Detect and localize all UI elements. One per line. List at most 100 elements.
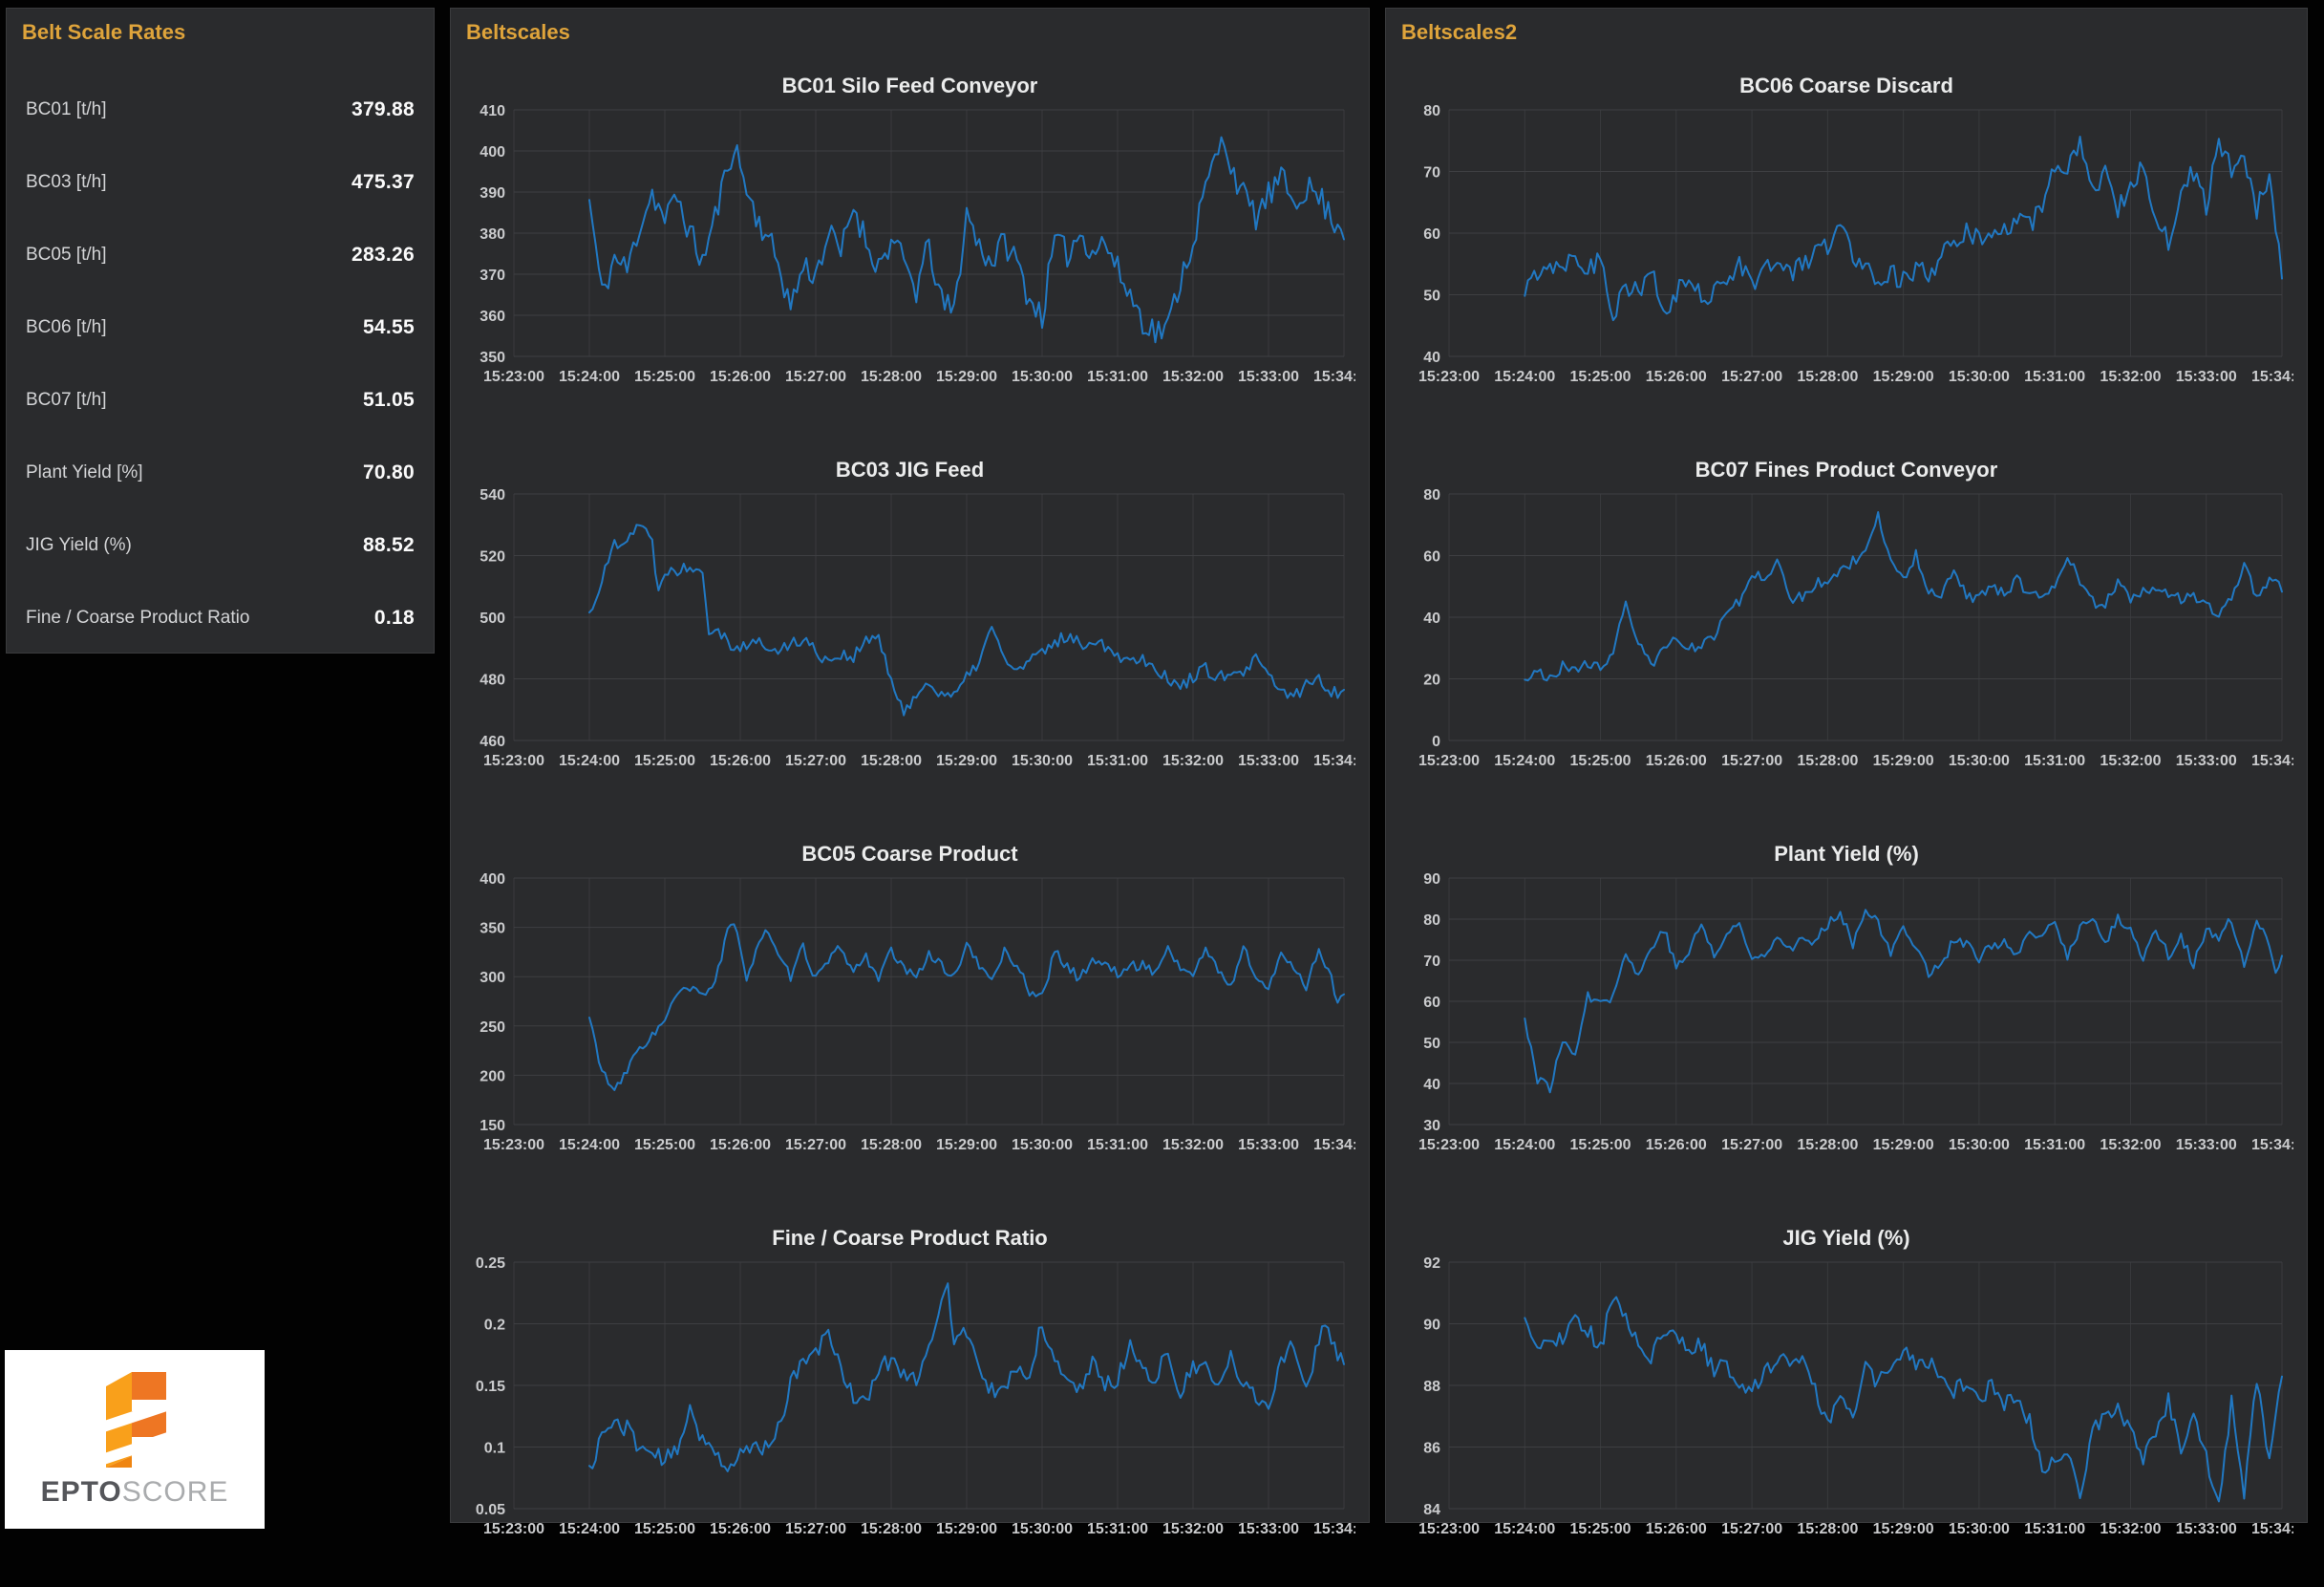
chart-title: BC03 JIG Feed [835,458,985,482]
svg-text:15:30:00: 15:30:00 [1012,753,1073,769]
stat-value: 88.52 [362,534,415,556]
chart-bc01-silo-feed-conveyor: BC01 Silo Feed Conveyor 15:23:00 15:24:00… [451,51,1369,435]
svg-text:15:23:00: 15:23:00 [1418,1137,1480,1153]
svg-text:84: 84 [1423,1502,1440,1518]
svg-text:15:28:00: 15:28:00 [1797,1137,1858,1153]
svg-text:15:30:00: 15:30:00 [1012,1521,1073,1537]
panel-title-belt-scale-rates[interactable]: Belt Scale Rates [22,20,186,44]
chart-canvas-plant-yield[interactable]: 15:23:00 15:24:00 15:25:00 15:26:00 15:27:00… [1399,869,2293,1176]
svg-text:350: 350 [480,350,505,366]
svg-text:15:25:00: 15:25:00 [634,1521,695,1537]
svg-text:15:33:00: 15:33:00 [2176,369,2237,385]
svg-text:0.25: 0.25 [476,1255,505,1272]
eptoscore-logo-card: EPTOSCORE [5,1350,265,1529]
svg-text:15:23:00: 15:23:00 [483,1521,544,1537]
svg-text:15:27:00: 15:27:00 [1721,369,1782,385]
svg-text:15:23:00: 15:23:00 [483,1137,544,1153]
stat-label: Fine / Coarse Product Ratio [26,608,250,628]
svg-text:15:28:00: 15:28:00 [1797,369,1858,385]
svg-text:15:32:00: 15:32:00 [1162,369,1224,385]
svg-text:86: 86 [1423,1441,1440,1457]
svg-text:15:23:00: 15:23:00 [1418,753,1480,769]
svg-text:200: 200 [480,1068,505,1084]
svg-text:15:31:00: 15:31:00 [2024,1137,2085,1153]
svg-text:15:31:00: 15:31:00 [2024,753,2085,769]
beltscales2-panel: Beltscales2 BC06 Coarse Discard 15:23:00… [1385,8,2308,1537]
panel-title-beltscales2[interactable]: Beltscales2 [1401,20,1518,44]
chart-canvas-bc03[interactable]: 15:23:00 15:24:00 15:25:00 15:26:00 15:27:00… [464,484,1355,792]
stat-row-bc06: BC06 [t/h] 54.55 [16,291,424,364]
chart-canvas-bc06[interactable]: 15:23:00 15:24:00 15:25:00 15:26:00 15:27:00… [1399,100,2293,408]
brand-epto: EPTO [40,1476,122,1508]
chart-canvas-bc07[interactable]: 15:23:00 15:24:00 15:25:00 15:26:00 15:27:00… [1399,484,2293,792]
svg-text:90: 90 [1423,871,1440,888]
svg-text:15:27:00: 15:27:00 [785,1137,846,1153]
svg-text:70: 70 [1423,165,1440,182]
stat-row-bc01: BC01 [t/h] 379.88 [16,74,424,146]
svg-text:60: 60 [1423,226,1440,243]
svg-text:15:30:00: 15:30:00 [1012,369,1073,385]
chart-canvas-bc05[interactable]: 15:23:00 15:24:00 15:25:00 15:26:00 15:27:00… [464,869,1355,1176]
svg-text:15:33:00: 15:33:00 [1238,753,1299,769]
svg-text:90: 90 [1423,1318,1440,1334]
svg-text:50: 50 [1423,289,1440,305]
svg-text:15:27:00: 15:27:00 [1721,1137,1782,1153]
svg-text:30: 30 [1423,1118,1440,1134]
stat-value: 475.37 [351,171,415,193]
svg-text:15:34:00: 15:34:00 [1313,369,1355,385]
svg-text:15:32:00: 15:32:00 [2100,369,2161,385]
svg-text:15:27:00: 15:27:00 [785,1521,846,1537]
svg-text:15:24:00: 15:24:00 [559,1137,620,1153]
stat-row-bc07: BC07 [t/h] 51.05 [16,364,424,437]
svg-text:0.05: 0.05 [476,1502,505,1518]
chart-title: BC05 Coarse Product [801,842,1018,866]
beltscales-panel: Beltscales BC01 Silo Feed Conveyor 15:23… [450,8,1370,1537]
svg-text:15:33:00: 15:33:00 [2176,1137,2237,1153]
svg-text:15:29:00: 15:29:00 [936,369,997,385]
svg-text:0.1: 0.1 [484,1441,505,1457]
chart-bc07-fines-product-conveyor: BC07 Fines Product Conveyor 15:23:00 15:2… [1386,435,2307,819]
svg-text:70: 70 [1423,954,1440,970]
eptoscore-logo-icon [104,1372,167,1468]
svg-text:250: 250 [480,1019,505,1036]
svg-text:15:24:00: 15:24:00 [1494,1137,1555,1153]
chart-title: BC07 Fines Product Conveyor [1695,458,1998,482]
svg-text:15:33:00: 15:33:00 [2176,1521,2237,1537]
svg-text:360: 360 [480,309,505,325]
svg-text:15:31:00: 15:31:00 [1087,1137,1148,1153]
svg-text:15:34:00: 15:34:00 [1313,1521,1355,1537]
chart-title: Plant Yield (%) [1774,842,1919,866]
svg-text:15:31:00: 15:31:00 [1087,369,1148,385]
svg-text:540: 540 [480,487,505,504]
svg-text:15:26:00: 15:26:00 [710,1137,771,1153]
stat-row-plant-yield: Plant Yield [%] 70.80 [16,437,424,509]
svg-text:15:30:00: 15:30:00 [1949,1137,2010,1153]
brand-score: SCORE [121,1476,229,1508]
svg-text:60: 60 [1423,549,1440,566]
svg-text:15:29:00: 15:29:00 [1873,753,1934,769]
chart-canvas-jig-yield[interactable]: 15:23:00 15:24:00 15:25:00 15:26:00 15:27:00… [1399,1253,2293,1560]
chart-canvas-bc01[interactable]: 15:23:00 15:24:00 15:25:00 15:26:00 15:27:00… [464,100,1355,408]
svg-text:15:27:00: 15:27:00 [785,369,846,385]
stat-value: 54.55 [362,316,415,338]
svg-text:15:26:00: 15:26:00 [1646,369,1707,385]
svg-text:15:31:00: 15:31:00 [2024,1521,2085,1537]
stat-value: 70.80 [362,461,415,483]
svg-text:15:32:00: 15:32:00 [1162,1521,1224,1537]
svg-text:0: 0 [1432,734,1440,750]
svg-text:15:29:00: 15:29:00 [1873,1521,1934,1537]
svg-text:15:29:00: 15:29:00 [936,753,997,769]
svg-text:15:23:00: 15:23:00 [1418,369,1480,385]
svg-text:15:33:00: 15:33:00 [2176,753,2237,769]
svg-text:0.2: 0.2 [484,1318,505,1334]
svg-text:390: 390 [480,185,505,202]
svg-text:15:25:00: 15:25:00 [634,753,695,769]
panel-title-beltscales[interactable]: Beltscales [466,20,570,44]
chart-canvas-ratio[interactable]: 15:23:00 15:24:00 15:25:00 15:26:00 15:27:00… [464,1253,1355,1560]
svg-text:15:32:00: 15:32:00 [2100,753,2161,769]
svg-text:15:33:00: 15:33:00 [1238,1521,1299,1537]
svg-text:15:31:00: 15:31:00 [2024,369,2085,385]
stat-label: Plant Yield [%] [26,462,143,483]
svg-text:15:34:00: 15:34:00 [2251,1521,2293,1537]
svg-text:15:24:00: 15:24:00 [1494,753,1555,769]
